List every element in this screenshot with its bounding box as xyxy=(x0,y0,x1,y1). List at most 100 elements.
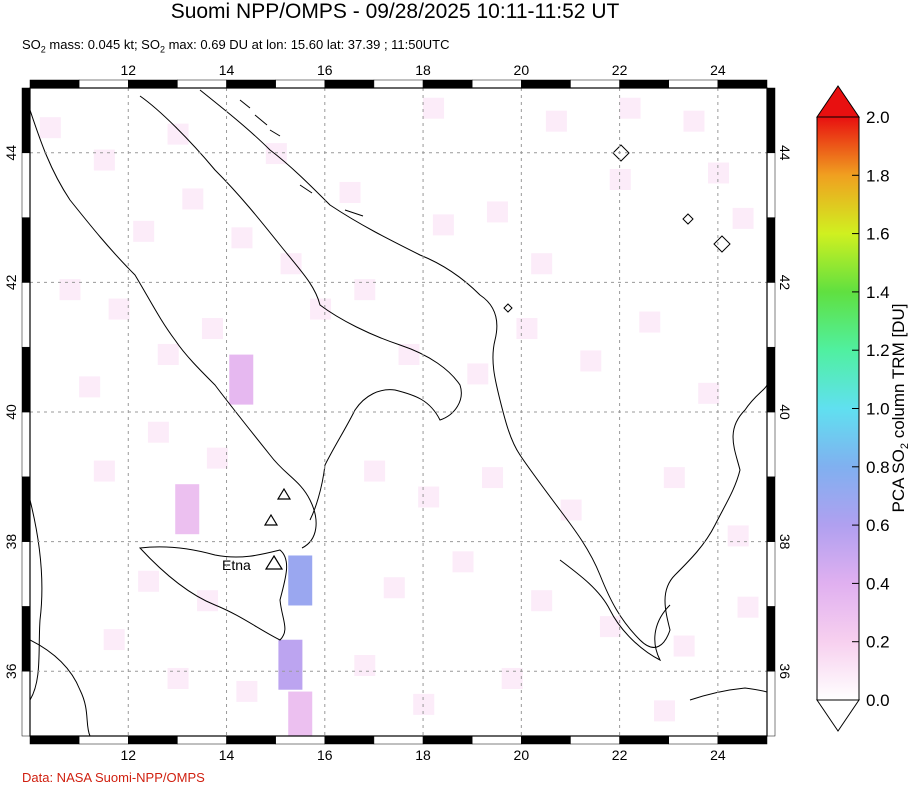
frame-band xyxy=(570,735,620,745)
frame-band xyxy=(29,79,80,89)
frame-band xyxy=(521,79,571,89)
so2-pixel xyxy=(93,460,115,482)
colorbar-title: PCA SO2 column TRM [DU] xyxy=(889,304,911,513)
colorbar-tick-label: 0.4 xyxy=(866,574,890,593)
frame-band xyxy=(619,735,669,745)
lon-tick-label-top: 22 xyxy=(612,62,628,78)
so2-pixel xyxy=(278,639,303,690)
frame-band xyxy=(226,735,276,745)
lat-tick-label-right: 44 xyxy=(777,145,793,161)
colorbar-ticks: 2.0 1.8 1.6 1.4 1.2 1.0 0.8 0.6 0.4 0.2 0.0 xyxy=(852,108,890,710)
frame-band xyxy=(275,79,326,89)
so2-pixel xyxy=(727,525,749,547)
frame-band xyxy=(324,735,375,745)
so2-pixel xyxy=(383,577,405,599)
frame-band xyxy=(766,411,776,478)
lon-tick-label-top: 12 xyxy=(120,62,136,78)
frame-band xyxy=(21,152,31,218)
frame-band xyxy=(521,735,571,745)
coastline-sardinia xyxy=(30,499,43,701)
so2-pixel xyxy=(516,318,538,340)
lat-tick-label-left: 42 xyxy=(3,274,19,290)
frame-band xyxy=(422,735,473,745)
frame-band xyxy=(570,79,620,89)
so2-pixel xyxy=(197,590,219,612)
so2-pixel xyxy=(501,667,523,689)
colorbar-tick-label: 1.2 xyxy=(866,341,890,360)
frame-band xyxy=(21,541,31,607)
frame-band xyxy=(128,79,178,89)
frame-band xyxy=(619,79,669,89)
so2-pixel xyxy=(108,298,130,320)
so2-pixel xyxy=(580,350,602,372)
so2-pixel xyxy=(288,691,313,736)
so2-pixel xyxy=(133,220,155,242)
coastline-peloponnese xyxy=(559,559,671,662)
so2-pixel xyxy=(531,590,553,612)
frame-band xyxy=(471,735,522,745)
frame-band xyxy=(21,670,31,737)
so2-pixel xyxy=(737,596,759,618)
so2-pixel xyxy=(413,693,435,715)
so2-pixel xyxy=(138,570,160,592)
tick-labels: 12 12 14 14 16 16 18 18 20 20 22 22 24 24 44 44 42 42 40 40… xyxy=(3,62,793,763)
frame-band xyxy=(766,476,776,542)
frame-band xyxy=(177,735,227,745)
so2-pixel xyxy=(167,123,189,145)
colorbar: 2.0 1.8 1.6 1.4 1.2 1.0 0.8 0.6 0.4 0.2 0.0 PCA SO… xyxy=(816,85,911,732)
lon-tick-label-top: 24 xyxy=(710,62,726,78)
frame-band xyxy=(21,217,31,283)
colorbar-tick-label: 0.8 xyxy=(866,458,890,477)
map-frame xyxy=(21,79,776,745)
map-subtitle: SO2 mass: 0.045 kt; SO2 max: 0.69 DU at … xyxy=(22,37,450,55)
coastline-italy-east xyxy=(139,95,462,521)
lake-markers xyxy=(503,144,731,313)
frame-band xyxy=(78,79,129,89)
so2-pixel xyxy=(653,700,675,722)
so2-pixel xyxy=(59,279,81,301)
lon-tick-label-bottom: 12 xyxy=(120,747,136,763)
frame-band xyxy=(766,87,776,154)
frame-band xyxy=(21,411,31,478)
lon-tick-label-bottom: 18 xyxy=(415,747,431,763)
so2-pixel xyxy=(364,460,386,482)
frame-band xyxy=(78,735,129,745)
so2-pixel xyxy=(639,311,661,333)
volcano-markers xyxy=(263,487,292,570)
lat-tick-label-left: 36 xyxy=(3,663,19,679)
coastline-balkans xyxy=(199,89,767,648)
so2-pixel xyxy=(732,207,754,229)
frame-band xyxy=(766,670,776,737)
frame-band xyxy=(766,152,776,218)
so2-pixel xyxy=(206,447,228,469)
frame-band xyxy=(21,282,31,348)
so2-pixel xyxy=(354,655,376,676)
colorbar-tick-label: 1.0 xyxy=(866,400,890,419)
colorbar-tick-label: 0.2 xyxy=(866,633,890,652)
lat-tick-label-left: 38 xyxy=(3,534,19,550)
lon-tick-label-bottom: 24 xyxy=(710,747,726,763)
colorbar-tick-label: 0.0 xyxy=(866,691,890,710)
so2-pixel xyxy=(698,382,720,404)
frame-band xyxy=(668,79,719,89)
map-background xyxy=(30,88,767,736)
frame-band xyxy=(668,735,719,745)
frame-band xyxy=(766,346,776,413)
coastline-sicily xyxy=(138,546,288,641)
lon-tick-label-top: 18 xyxy=(415,62,431,78)
so2-pixel xyxy=(708,162,730,184)
lon-tick-label-top: 14 xyxy=(219,62,235,78)
lat-tick-label-left: 44 xyxy=(3,145,19,161)
frame-band xyxy=(373,79,424,89)
volcano-icon xyxy=(263,513,279,526)
frame-band xyxy=(21,346,31,413)
so2-pixel xyxy=(201,318,223,340)
so2-pixel xyxy=(545,110,567,132)
frame-band xyxy=(21,476,31,542)
so2-pixel xyxy=(182,188,204,210)
frame-band xyxy=(324,79,375,89)
frame-band xyxy=(766,606,776,672)
lon-tick-label-bottom: 20 xyxy=(514,747,530,763)
lat-tick-label-right: 42 xyxy=(777,275,793,291)
